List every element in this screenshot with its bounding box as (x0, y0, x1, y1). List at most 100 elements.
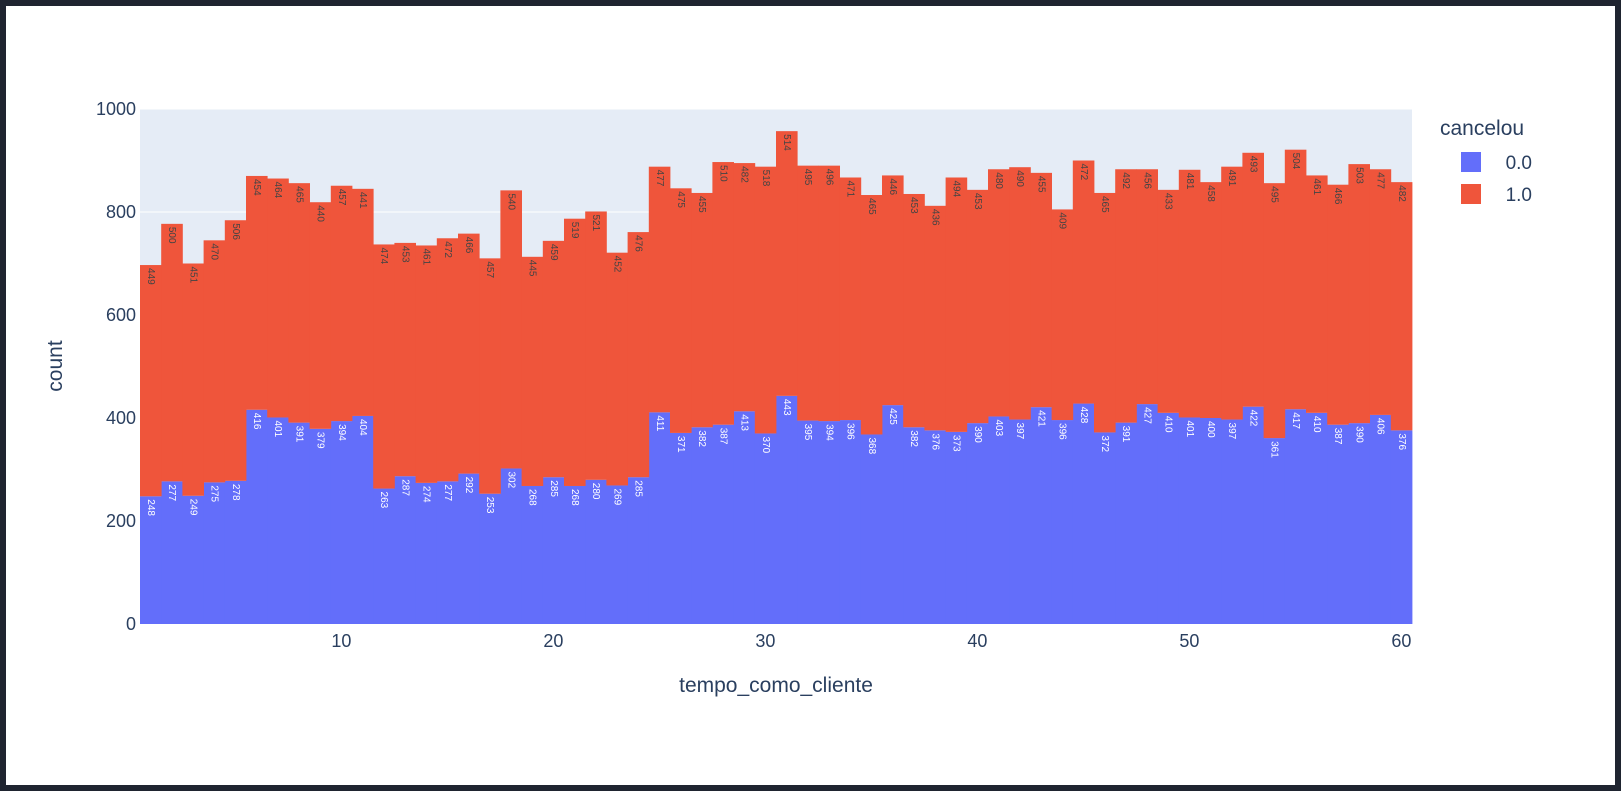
bar[interactable] (373, 244, 395, 489)
bar[interactable] (797, 420, 819, 624)
bar[interactable] (1136, 169, 1158, 405)
bar[interactable] (945, 431, 968, 624)
bar[interactable] (1348, 164, 1370, 424)
bar[interactable] (415, 245, 438, 483)
bar[interactable] (224, 480, 247, 624)
bar[interactable] (479, 258, 501, 494)
bar[interactable] (1306, 412, 1328, 624)
bar[interactable] (330, 421, 353, 624)
bar[interactable] (585, 211, 607, 480)
bar[interactable] (1390, 430, 1413, 624)
bar[interactable] (1327, 424, 1349, 624)
bar[interactable] (1051, 420, 1074, 624)
bar[interactable] (564, 218, 586, 486)
bar[interactable] (712, 162, 734, 425)
bar[interactable] (648, 412, 671, 624)
bar[interactable] (797, 165, 819, 421)
bar[interactable] (882, 175, 904, 406)
bar[interactable] (203, 240, 226, 483)
bar[interactable] (161, 481, 183, 624)
bar[interactable] (903, 427, 925, 624)
bar[interactable] (1030, 172, 1052, 408)
bar[interactable] (627, 232, 650, 478)
bar[interactable] (288, 183, 310, 423)
bar[interactable] (521, 485, 544, 624)
bar[interactable] (1327, 184, 1349, 425)
bar[interactable] (1030, 407, 1052, 624)
bar[interactable] (924, 205, 946, 431)
bar[interactable] (161, 223, 183, 482)
bar[interactable] (458, 473, 480, 624)
bar[interactable] (1306, 175, 1328, 413)
bar[interactable] (691, 427, 713, 624)
bar[interactable] (1200, 182, 1222, 418)
bar[interactable] (1115, 422, 1137, 624)
bar[interactable] (1221, 166, 1243, 420)
bar[interactable] (140, 265, 162, 497)
bar[interactable] (776, 131, 798, 396)
bar[interactable] (288, 422, 310, 624)
bar[interactable] (394, 242, 416, 477)
bar[interactable] (712, 424, 734, 624)
bar[interactable] (966, 423, 989, 624)
bar[interactable] (542, 477, 565, 624)
bar[interactable] (1009, 167, 1031, 420)
bar[interactable] (754, 433, 777, 624)
bar[interactable] (352, 188, 374, 416)
bar[interactable] (436, 238, 459, 482)
bar[interactable] (1072, 160, 1095, 404)
bar[interactable] (436, 481, 459, 624)
bar[interactable] (309, 428, 332, 624)
legend-item-1[interactable]: 1.0 (1461, 184, 1532, 206)
bar[interactable] (733, 163, 756, 412)
bar[interactable] (1157, 412, 1180, 624)
bar[interactable] (903, 193, 925, 428)
bar[interactable] (1094, 432, 1116, 624)
bar[interactable] (1200, 418, 1222, 624)
bar[interactable] (140, 496, 162, 624)
bar[interactable] (860, 434, 883, 624)
bar[interactable] (1284, 409, 1307, 624)
bar[interactable] (860, 195, 883, 435)
bar[interactable] (1157, 189, 1180, 413)
bar[interactable] (1221, 419, 1243, 624)
bar[interactable] (330, 185, 353, 422)
bar[interactable] (988, 416, 1010, 624)
bar[interactable] (966, 189, 989, 424)
bar[interactable] (246, 409, 268, 624)
bar[interactable] (1369, 414, 1392, 624)
legend-item-0[interactable]: 0.0 (1461, 152, 1532, 174)
bar[interactable] (606, 485, 628, 624)
bar[interactable] (754, 166, 777, 434)
bar[interactable] (500, 190, 522, 469)
bar[interactable] (373, 488, 395, 624)
bar[interactable] (648, 166, 671, 413)
bar[interactable] (733, 411, 756, 624)
bar[interactable] (542, 240, 565, 478)
bar[interactable] (585, 479, 607, 624)
bar[interactable] (479, 493, 501, 624)
bar[interactable] (627, 477, 650, 624)
bar[interactable] (1094, 192, 1116, 433)
bar[interactable] (1051, 209, 1074, 421)
bar[interactable] (839, 420, 862, 624)
bar[interactable] (1284, 149, 1307, 410)
bar[interactable] (394, 476, 416, 624)
bar[interactable] (203, 482, 226, 624)
bar[interactable] (839, 177, 862, 421)
bar[interactable] (267, 178, 289, 418)
bar[interactable] (224, 220, 247, 481)
bar[interactable] (309, 202, 332, 429)
bar[interactable] (415, 482, 438, 624)
bar[interactable] (1178, 417, 1201, 624)
bar[interactable] (182, 263, 204, 496)
bar[interactable] (267, 417, 289, 624)
bar[interactable] (1072, 403, 1095, 624)
bar[interactable] (564, 485, 586, 624)
bar[interactable] (1390, 182, 1413, 431)
bar[interactable] (882, 405, 904, 624)
bar[interactable] (1136, 404, 1158, 624)
bar[interactable] (352, 415, 374, 624)
bar[interactable] (1263, 183, 1286, 439)
bar[interactable] (458, 233, 480, 474)
